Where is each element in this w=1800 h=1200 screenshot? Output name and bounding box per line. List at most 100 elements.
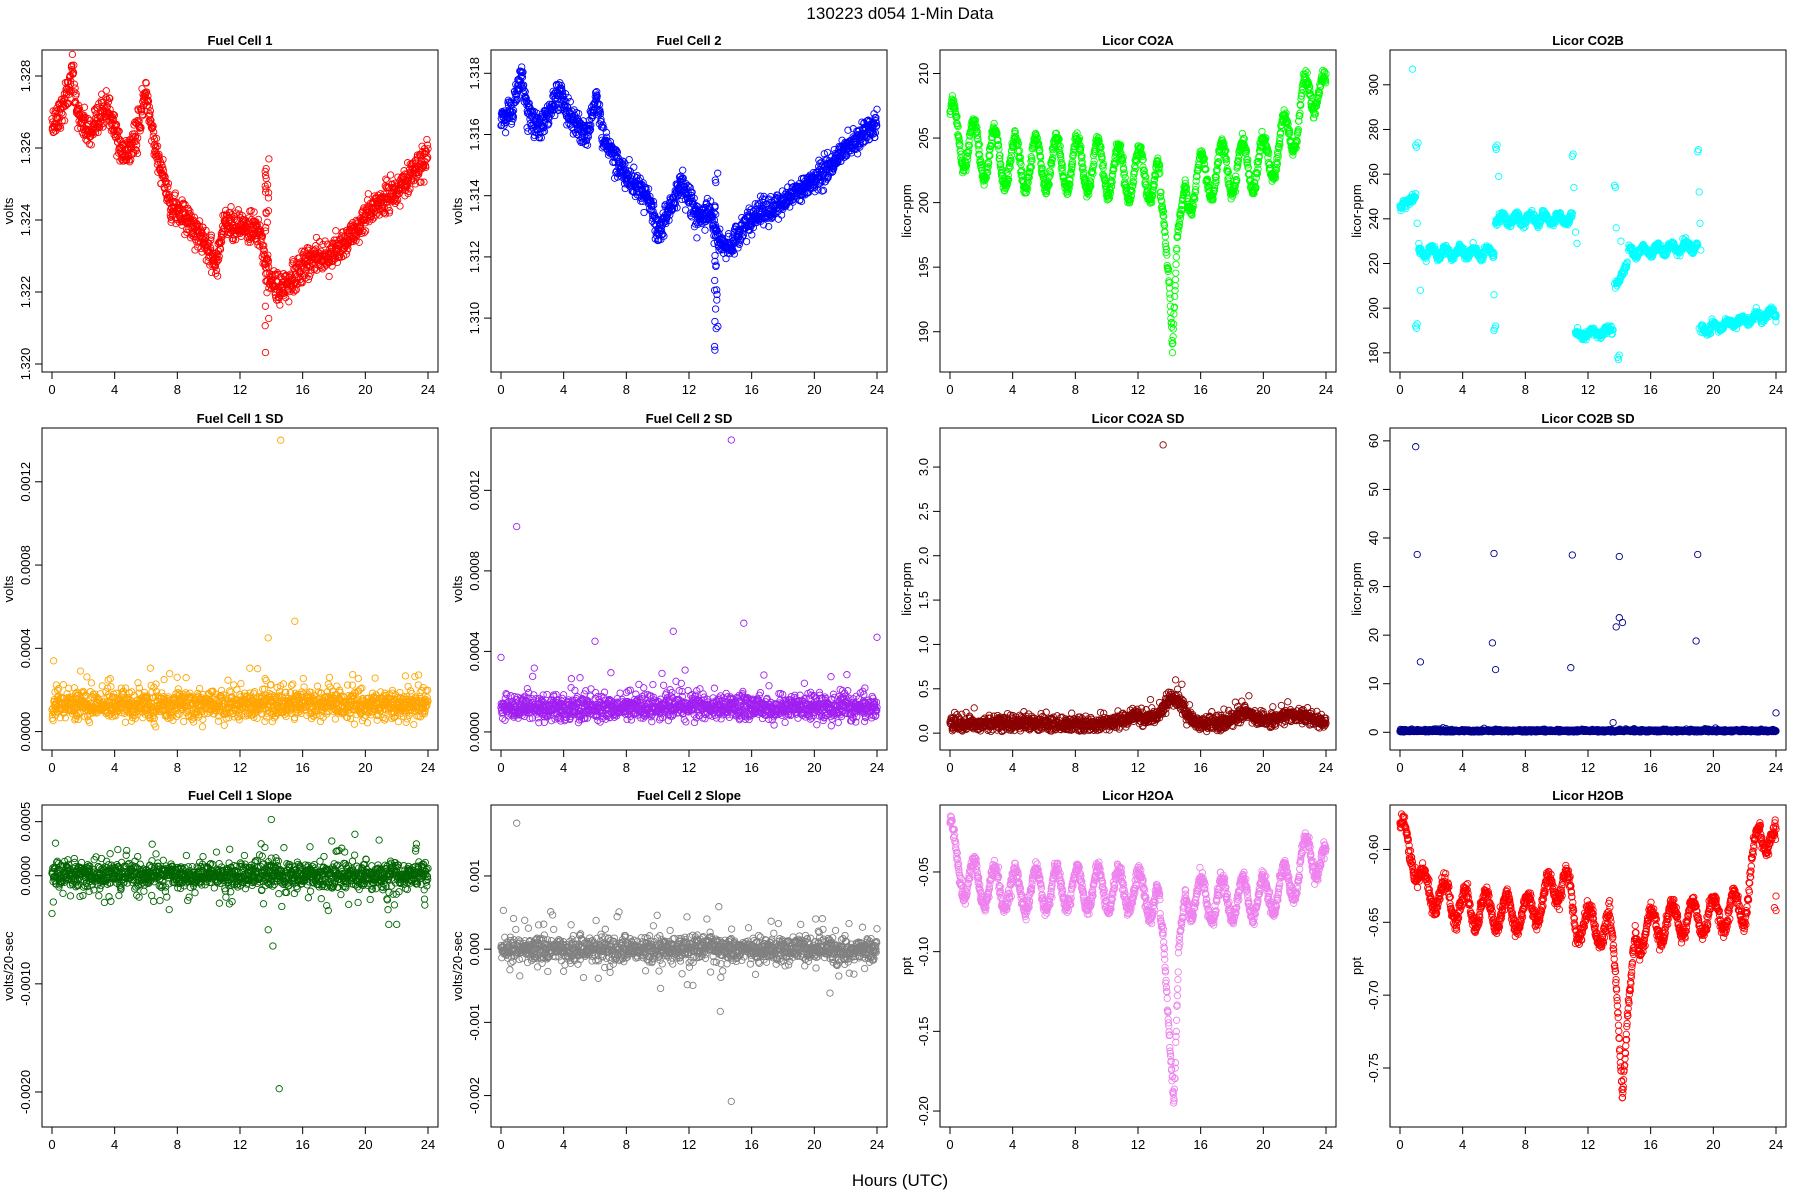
data-point bbox=[1126, 196, 1135, 204]
data-point bbox=[1026, 168, 1034, 176]
data-point bbox=[1117, 141, 1125, 149]
panel-title: Fuel Cell 2 bbox=[656, 33, 721, 48]
y-axis-label: volts bbox=[1, 197, 16, 224]
data-point bbox=[983, 168, 992, 177]
data-point bbox=[965, 141, 974, 150]
data-point bbox=[673, 204, 681, 212]
data-point bbox=[1235, 151, 1243, 159]
data-point bbox=[424, 145, 432, 153]
data-point bbox=[1089, 169, 1097, 178]
data-point bbox=[701, 226, 709, 234]
data-point bbox=[774, 215, 783, 223]
data-point bbox=[586, 125, 595, 134]
data-point bbox=[147, 120, 155, 129]
data-point bbox=[99, 123, 107, 131]
data-point bbox=[102, 94, 110, 102]
data-point bbox=[951, 101, 959, 109]
data-point bbox=[212, 266, 221, 275]
data-point bbox=[1295, 117, 1303, 125]
data-point bbox=[1271, 174, 1280, 182]
data-point bbox=[690, 194, 698, 202]
data-point bbox=[153, 142, 162, 150]
data-point bbox=[974, 128, 982, 136]
data-point bbox=[1171, 292, 1179, 301]
data-point bbox=[214, 257, 222, 265]
data-point bbox=[517, 68, 525, 76]
data-point bbox=[152, 134, 161, 143]
data-point bbox=[335, 253, 343, 262]
data-point bbox=[1058, 160, 1066, 169]
x-tick-label: 4 bbox=[1009, 382, 1016, 397]
data-point bbox=[712, 324, 720, 333]
data-point bbox=[261, 322, 269, 330]
data-point bbox=[820, 150, 828, 158]
data-point bbox=[1243, 158, 1251, 167]
data-point bbox=[1118, 156, 1127, 164]
data-point bbox=[80, 103, 89, 111]
data-point bbox=[146, 107, 155, 115]
data-point bbox=[1111, 160, 1119, 168]
data-point bbox=[1296, 109, 1304, 117]
data-point bbox=[264, 263, 273, 271]
data-point bbox=[144, 97, 153, 105]
data-point bbox=[1258, 127, 1266, 136]
data-point bbox=[257, 231, 266, 240]
data-point bbox=[714, 322, 722, 331]
data-point bbox=[872, 119, 881, 127]
data-point bbox=[977, 157, 985, 165]
data-point bbox=[742, 237, 751, 246]
data-point bbox=[770, 210, 778, 218]
data-point bbox=[965, 146, 973, 154]
data-point bbox=[777, 211, 786, 219]
data-point bbox=[368, 215, 377, 224]
plot-frame bbox=[939, 49, 1337, 373]
data-point bbox=[256, 230, 265, 239]
data-point bbox=[1036, 146, 1044, 155]
data-point bbox=[871, 133, 879, 142]
data-point bbox=[713, 296, 721, 304]
data-point bbox=[380, 209, 389, 217]
data-point bbox=[261, 348, 270, 357]
data-point bbox=[1214, 158, 1223, 166]
data-point bbox=[160, 174, 168, 182]
data-point bbox=[1127, 192, 1136, 200]
y-tick-label: 1.310 bbox=[467, 302, 482, 335]
y-tick-label: 195 bbox=[916, 256, 931, 278]
data-point bbox=[1192, 182, 1200, 190]
data-point bbox=[1490, 249, 1498, 258]
data-point bbox=[525, 99, 533, 107]
data-point bbox=[1148, 192, 1157, 200]
data-point bbox=[1311, 110, 1320, 118]
data-point bbox=[1078, 158, 1086, 166]
data-point bbox=[1169, 325, 1177, 333]
data-point bbox=[1479, 256, 1487, 264]
data-point bbox=[544, 121, 552, 129]
data-point bbox=[137, 124, 145, 132]
data-point bbox=[1535, 222, 1544, 230]
data-point bbox=[55, 109, 63, 117]
data-point bbox=[262, 208, 270, 216]
data-point bbox=[1302, 67, 1310, 75]
data-point bbox=[987, 142, 995, 150]
points bbox=[48, 50, 432, 357]
data-point bbox=[964, 149, 972, 157]
data-point bbox=[873, 105, 881, 113]
data-point bbox=[1068, 160, 1077, 168]
data-point bbox=[372, 211, 380, 219]
data-point bbox=[872, 114, 880, 122]
panel-2: Fuel Cell 20 4 8 12 16 20 241.3101.3121.3141.3… bbox=[450, 33, 888, 397]
data-point bbox=[1301, 70, 1309, 78]
data-point bbox=[998, 166, 1007, 174]
data-point bbox=[1078, 152, 1086, 160]
data-point bbox=[716, 225, 724, 233]
data-point bbox=[263, 289, 271, 297]
y-tick-label: 1.318 bbox=[467, 57, 482, 90]
data-point bbox=[1253, 169, 1262, 178]
data-point bbox=[126, 158, 134, 166]
data-point bbox=[1150, 180, 1158, 189]
data-point bbox=[630, 163, 638, 171]
data-point bbox=[1490, 253, 1498, 261]
data-point bbox=[1238, 129, 1247, 138]
data-point bbox=[396, 202, 404, 210]
data-point bbox=[1157, 188, 1165, 196]
